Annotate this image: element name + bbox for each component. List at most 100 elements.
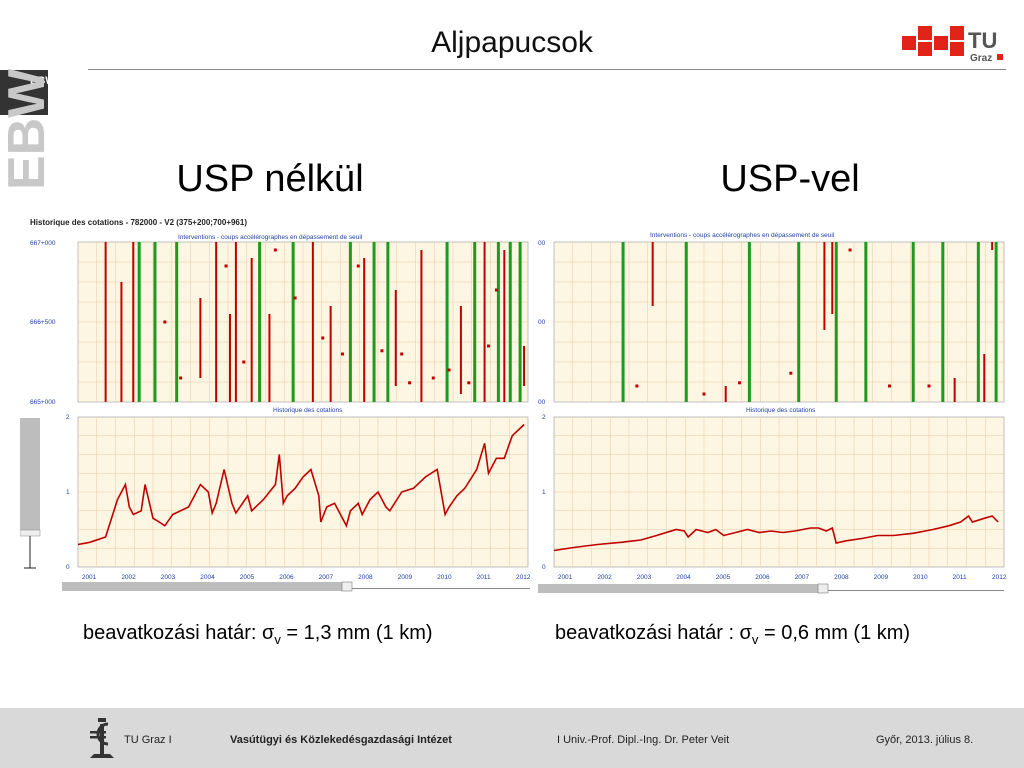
green-event-bar xyxy=(834,242,838,402)
right-h-scrollbar-arrow xyxy=(817,583,829,594)
red-event-bar xyxy=(215,242,218,402)
footer-professor: I Univ.-Prof. Dipl.-Ing. Dr. Peter Veit xyxy=(557,734,730,746)
red-event-dot xyxy=(293,296,297,300)
right-bottom-chart: Historique des cotations 0 1 2 2001 2002 200… xyxy=(542,407,1006,581)
title-divider xyxy=(88,69,1006,70)
right-trace-line xyxy=(553,514,999,552)
right-top-ytick: 00 xyxy=(538,399,546,406)
x-tick-label: 2001 xyxy=(82,574,97,581)
red-event-dot xyxy=(408,381,412,385)
ebw-vertical-label: EBW xyxy=(0,68,50,190)
x-tick-label: 2008 xyxy=(358,574,373,581)
x-tick-label: 2002 xyxy=(597,574,612,581)
x-tick-label: 2007 xyxy=(319,574,334,581)
red-event-bar xyxy=(459,306,462,394)
x-tick-label: 2005 xyxy=(716,574,731,581)
red-event-dot xyxy=(635,384,639,388)
footer-institute: Vasútügyi és Közlekedésgazdasági Intézet xyxy=(230,734,452,746)
y-tick-label: 2 xyxy=(66,414,70,421)
red-event-bar xyxy=(268,314,271,402)
left-h-scrollbar-arrow xyxy=(341,581,353,592)
left-trace-line xyxy=(77,423,525,546)
red-event-bar xyxy=(724,386,727,402)
chart-left-panel: Historique des cotations - 782000 - V2 (… xyxy=(30,218,530,592)
green-event-bar xyxy=(994,242,998,402)
right-heading: USP-vel xyxy=(720,158,860,200)
x-tick-label: 2011 xyxy=(953,574,967,581)
right-top-chart: Interventions - coups accélérographes en… xyxy=(538,232,1005,406)
institute-logo xyxy=(90,718,114,758)
right-caption: beavatkozási határ : σv = 0,6 mm (1 km) xyxy=(555,622,911,647)
left-bottom-title: Historique des cotations xyxy=(273,407,343,414)
slide-title: Aljpapucsok xyxy=(431,26,593,59)
red-event-bar xyxy=(831,242,834,314)
green-event-bar xyxy=(976,242,980,402)
red-event-dot xyxy=(179,376,183,380)
x-tick-label: 2012 xyxy=(992,574,1006,581)
side-scrollbar[interactable] xyxy=(20,418,42,570)
right-top-ytick: 00 xyxy=(538,240,546,247)
left-top-ytick: 666+500 xyxy=(30,319,56,326)
red-event-dot xyxy=(224,264,228,268)
red-event-bar xyxy=(228,314,231,402)
ebw-small-label: EBW xyxy=(30,75,50,87)
red-event-dot xyxy=(163,320,167,324)
red-event-bar xyxy=(823,242,826,330)
red-event-bar xyxy=(104,242,107,402)
red-event-dot xyxy=(447,368,451,372)
ebw-side-logo: EBW EBW xyxy=(0,0,50,200)
left-h-scrollbar-thumb xyxy=(62,582,342,591)
red-event-bar xyxy=(363,258,366,402)
red-event-bar xyxy=(329,306,332,402)
x-tick-label: 2003 xyxy=(637,574,652,581)
red-event-bar xyxy=(523,346,526,386)
tu-logo-text: TU xyxy=(968,28,997,53)
red-event-bar xyxy=(234,242,237,402)
y-tick-label: 2 xyxy=(542,414,546,421)
footer-date: Győr, 2013. július 8. xyxy=(876,734,974,746)
green-event-bar xyxy=(473,242,477,402)
red-event-dot xyxy=(340,352,344,356)
red-event-dot xyxy=(273,248,277,252)
left-bottom-chart: Historique des cotations 0 1 2 2001 2002 200… xyxy=(66,407,530,581)
left-top-ytick: 665+000 xyxy=(30,399,56,406)
x-tick-label: 2004 xyxy=(200,574,215,581)
red-event-dot xyxy=(356,264,360,268)
green-event-bar xyxy=(348,242,352,402)
red-event-dot xyxy=(789,371,793,375)
green-event-bar xyxy=(941,242,945,402)
left-caption: beavatkozási határ: σv = 1,3 mm (1 km) xyxy=(83,622,433,647)
red-event-dot xyxy=(400,352,404,356)
x-tick-label: 2005 xyxy=(240,574,255,581)
green-event-bar xyxy=(508,242,512,402)
y-tick-label: 1 xyxy=(66,489,70,496)
green-event-bar xyxy=(258,242,262,402)
y-tick-label: 1 xyxy=(542,489,546,496)
red-event-bar xyxy=(483,242,486,402)
right-top-ytick: 00 xyxy=(538,319,546,326)
x-tick-label: 2001 xyxy=(558,574,573,581)
green-event-bar xyxy=(372,242,376,402)
green-event-bar xyxy=(864,242,868,402)
red-event-dot xyxy=(848,248,852,252)
chart-right-panel: Interventions - coups accélérographes en… xyxy=(538,232,1006,594)
red-event-bar xyxy=(420,250,423,402)
x-tick-label: 2010 xyxy=(913,574,928,581)
left-heading: USP nélkül xyxy=(176,158,364,200)
red-event-bar xyxy=(394,290,397,386)
y-tick-label: 0 xyxy=(66,564,70,571)
green-event-bar xyxy=(621,242,625,402)
red-event-dot xyxy=(380,349,384,353)
red-event-bar xyxy=(120,282,123,402)
left-top-chart: Interventions - coups accélérographes en… xyxy=(30,234,529,406)
right-top-title: Interventions - coups accélérographes en… xyxy=(650,232,835,239)
x-tick-label: 2006 xyxy=(755,574,770,581)
footer-university: TU Graz I xyxy=(124,734,172,746)
green-event-bar xyxy=(137,242,141,402)
y-tick-label: 0 xyxy=(542,564,546,571)
red-event-dot xyxy=(927,384,931,388)
green-event-bar xyxy=(291,242,295,402)
left-top-title: Interventions - coups accélérographes en… xyxy=(178,234,363,241)
x-tick-label: 2012 xyxy=(516,574,530,581)
x-tick-label: 2007 xyxy=(795,574,810,581)
